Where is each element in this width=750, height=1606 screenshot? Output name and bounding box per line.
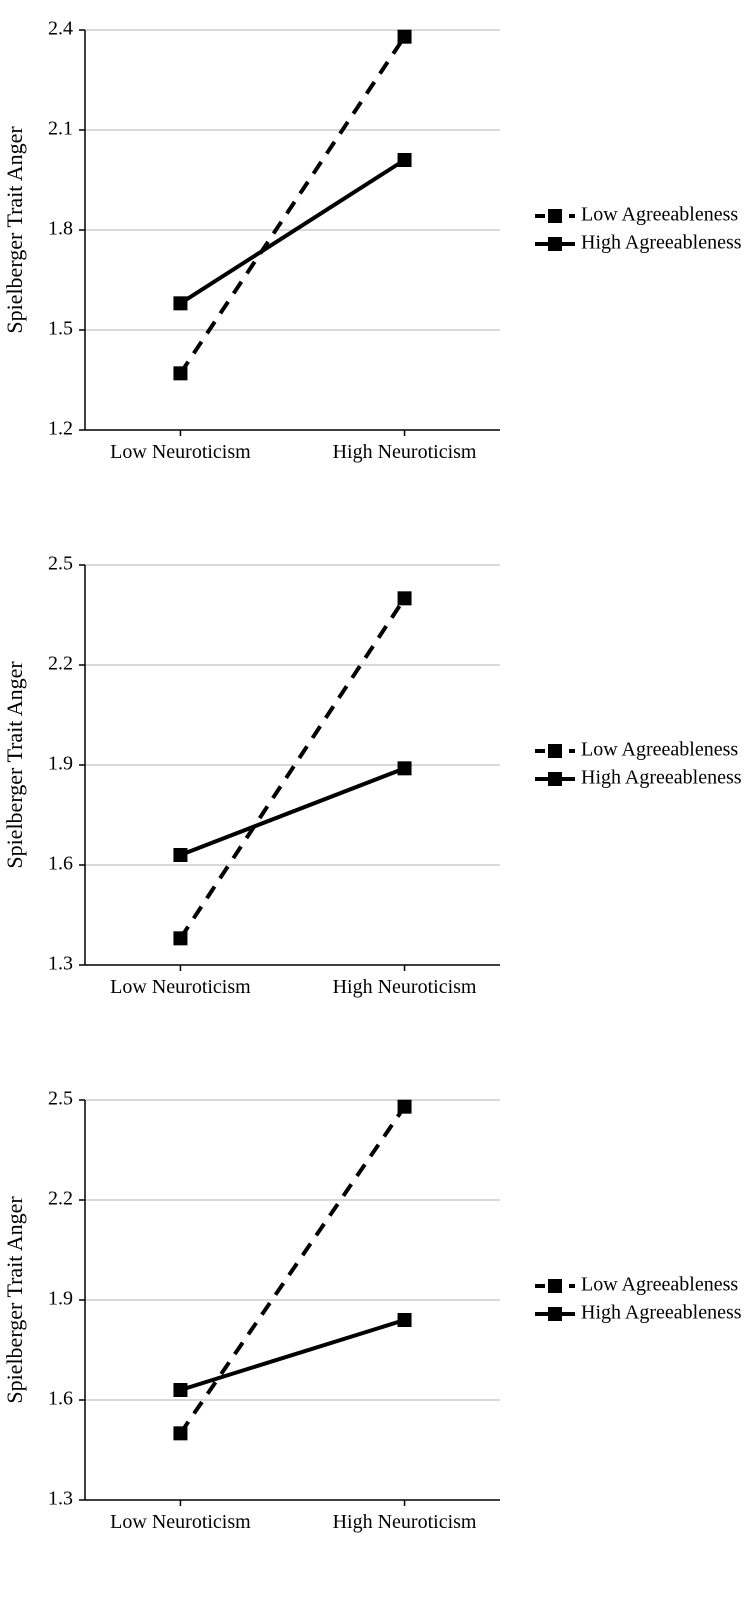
y-axis-label: Spielberger Trait Anger	[2, 126, 27, 334]
line-chart: 1.2 1.5 1.8 2.1 2.4 Low Neuroticism High Neuro…	[0, 0, 750, 535]
chart-block: 1.2 1.5 1.8 2.1 2.4 Low Neuroticism High Neuro…	[0, 0, 750, 535]
legend-label: Low Agreeableness	[581, 204, 738, 226]
series-marker-icon	[398, 30, 412, 44]
legend-label: Low Agreeableness	[581, 1274, 738, 1296]
y-axis-label: Spielberger Trait Anger	[2, 661, 27, 869]
ytick-label: 1.3	[48, 953, 73, 975]
ytick-label: 2.2	[48, 1188, 73, 1210]
xtick-label: High Neuroticism	[333, 1511, 477, 1533]
series-marker-icon	[173, 931, 187, 945]
legend-label: High Agreeableness	[581, 767, 742, 789]
series-marker-icon	[398, 591, 412, 605]
ytick-label: 1.8	[48, 218, 73, 240]
legend-label: High Agreeableness	[581, 232, 742, 254]
series-line	[180, 160, 404, 303]
xtick-label: Low Neuroticism	[110, 441, 251, 463]
series-marker-icon	[398, 1100, 412, 1114]
ytick-label: 1.2	[48, 418, 73, 440]
ytick-label: 2.1	[48, 118, 73, 140]
ytick-label: 2.2	[48, 653, 73, 675]
ytick-label: 1.9	[48, 753, 73, 775]
y-axis-label: Spielberger Trait Anger	[2, 1196, 27, 1404]
series-line	[180, 1107, 404, 1434]
ytick-label: 1.9	[48, 1288, 73, 1310]
ytick-label: 2.4	[48, 18, 73, 40]
ytick-label: 1.6	[48, 853, 73, 875]
ytick-label: 1.6	[48, 1388, 73, 1410]
legend-marker-icon	[548, 744, 562, 758]
series-line	[180, 1320, 404, 1390]
xtick-label: High Neuroticism	[333, 441, 477, 463]
series-line	[180, 598, 404, 938]
series-marker-icon	[398, 153, 412, 167]
charts-container: 1.2 1.5 1.8 2.1 2.4 Low Neuroticism High Neuro…	[0, 0, 750, 1605]
legend-label: Low Agreeableness	[581, 739, 738, 761]
ytick-label: 2.5	[48, 553, 73, 575]
chart-block: 1.3 1.6 1.9 2.2 2.5 Low Neuroticism High Neuro…	[0, 1070, 750, 1605]
legend-marker-icon	[548, 772, 562, 786]
chart-block: 1.3 1.6 1.9 2.2 2.5 Low Neuroticism High Neuro…	[0, 535, 750, 1070]
page: { "global": { "page_width": 750, "row_he…	[0, 0, 750, 1605]
xtick-label: Low Neuroticism	[110, 1511, 251, 1533]
series-marker-icon	[173, 366, 187, 380]
series-marker-icon	[173, 1383, 187, 1397]
series-marker-icon	[398, 1313, 412, 1327]
series-line	[180, 37, 404, 374]
xtick-label: High Neuroticism	[333, 976, 477, 998]
legend-label: High Agreeableness	[581, 1302, 742, 1324]
series-marker-icon	[173, 296, 187, 310]
ytick-label: 2.5	[48, 1088, 73, 1110]
line-chart: 1.3 1.6 1.9 2.2 2.5 Low Neuroticism High Neuro…	[0, 1070, 750, 1605]
series-line	[180, 768, 404, 855]
ytick-label: 1.3	[48, 1488, 73, 1510]
series-marker-icon	[398, 761, 412, 775]
ytick-label: 1.5	[48, 318, 73, 340]
xtick-label: Low Neuroticism	[110, 976, 251, 998]
legend-marker-icon	[548, 209, 562, 223]
legend-marker-icon	[548, 237, 562, 251]
series-marker-icon	[173, 848, 187, 862]
legend-marker-icon	[548, 1307, 562, 1321]
series-marker-icon	[173, 1426, 187, 1440]
line-chart: 1.3 1.6 1.9 2.2 2.5 Low Neuroticism High Neuro…	[0, 535, 750, 1070]
legend-marker-icon	[548, 1279, 562, 1293]
